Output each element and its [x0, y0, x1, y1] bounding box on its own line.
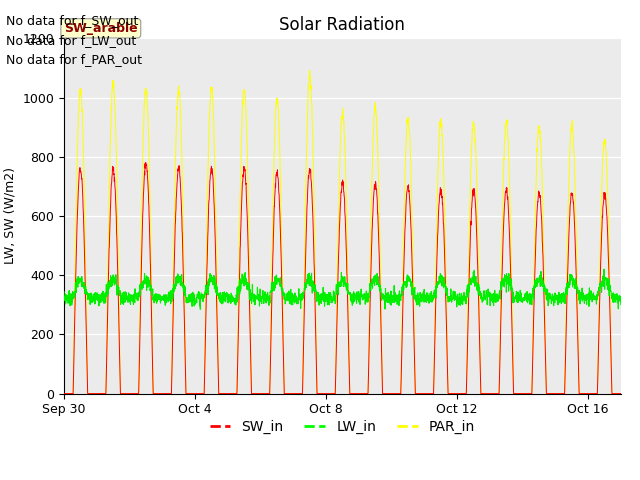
- Y-axis label: LW, SW (W/m2): LW, SW (W/m2): [4, 168, 17, 264]
- Text: No data for f_PAR_out: No data for f_PAR_out: [6, 53, 143, 66]
- Legend: SW_in, LW_in, PAR_in: SW_in, LW_in, PAR_in: [204, 415, 481, 440]
- Text: No data for f_LW_out: No data for f_LW_out: [6, 34, 137, 47]
- Text: No data for f_SW_out: No data for f_SW_out: [6, 14, 139, 27]
- Text: SW_arable: SW_arable: [64, 22, 138, 35]
- Title: Solar Radiation: Solar Radiation: [280, 16, 405, 34]
